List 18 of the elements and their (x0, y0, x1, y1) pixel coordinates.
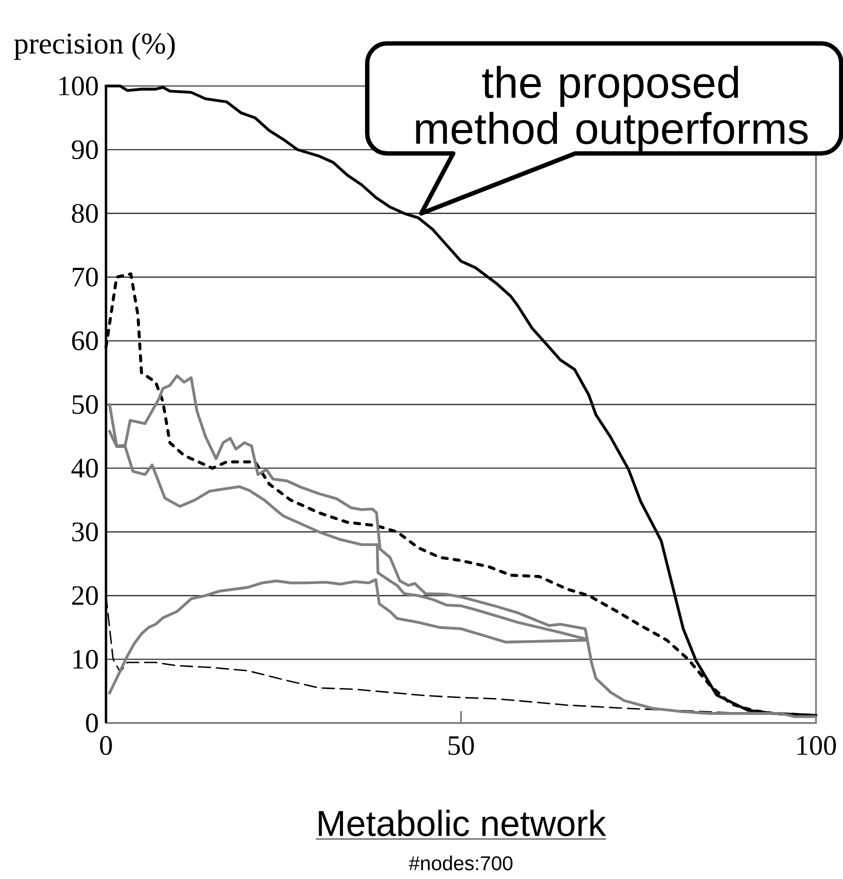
y-tick-label: 40 (71, 458, 98, 478)
x-tick-label: 100 (797, 736, 836, 755)
x-tick-label: 50 (448, 736, 474, 755)
y-tick-label: 90 (72, 140, 98, 160)
y-tick-label: 10 (73, 650, 98, 669)
y-tick-label: 100 (59, 76, 98, 96)
annotation: the proposed method outperforms (416, 66, 808, 153)
x-axis-title: Metabolic network (318, 810, 606, 836)
y-tick-label: 30 (72, 522, 98, 542)
y-tick-label: 70 (72, 268, 98, 287)
y-tick-label: 50 (72, 395, 98, 414)
y-tick-label: 80 (72, 204, 98, 223)
text: #nodes:700 (408, 856, 512, 870)
y-tick-label: 0 (86, 714, 98, 732)
y-tick-label: 20 (72, 586, 98, 606)
x-tick-label: 0 (100, 736, 112, 755)
y-tick-label: 60 (72, 331, 98, 350)
y-axis-title: precision (%) (14, 32, 175, 60)
